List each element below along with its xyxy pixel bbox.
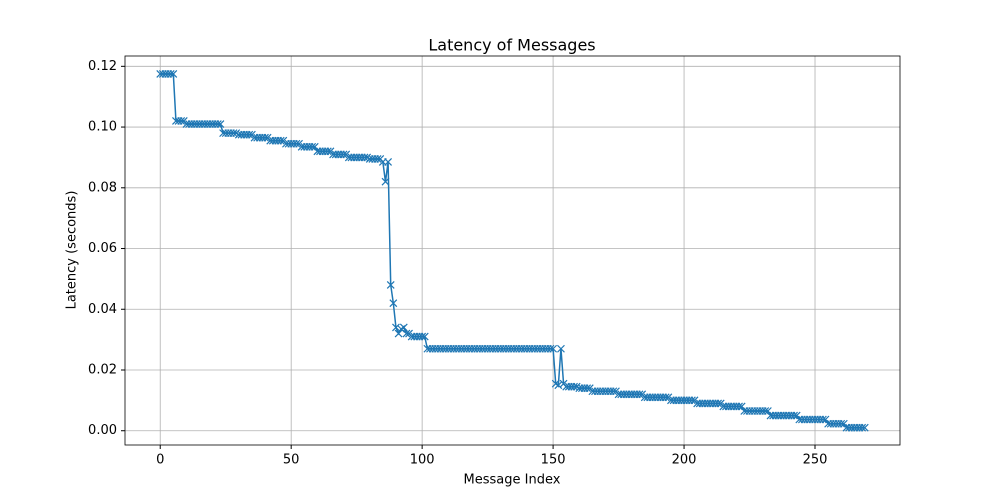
y-tick-label: 0.04 [88, 302, 117, 317]
y-tick-label: 0.00 [88, 423, 117, 438]
marker [276, 136, 285, 145]
marker [373, 155, 382, 163]
marker [420, 332, 429, 341]
x-tick-label: 0 [156, 453, 164, 468]
marker [837, 419, 846, 428]
marker [570, 382, 578, 391]
marker [339, 150, 348, 159]
marker [687, 396, 696, 405]
marker [818, 415, 827, 424]
y-axis-label: Latency (seconds) [65, 191, 80, 310]
marker [714, 399, 723, 408]
marker [418, 332, 427, 341]
plot-frame [124, 55, 901, 446]
x-tick-label: 150 [541, 453, 566, 468]
marker [792, 411, 801, 420]
marker [384, 158, 393, 166]
marker [790, 411, 798, 420]
marker [557, 344, 565, 353]
marker [546, 344, 555, 353]
marker [229, 129, 238, 138]
marker [609, 387, 618, 396]
x-tick-label: 250 [803, 453, 828, 468]
marker [402, 329, 411, 338]
marker [169, 69, 178, 78]
marker [860, 423, 869, 432]
marker [549, 344, 558, 353]
y-tick-label: 0.02 [88, 362, 117, 377]
marker [323, 147, 332, 156]
marker [386, 281, 395, 289]
x-tick-label: 100 [410, 453, 435, 468]
marker [216, 120, 225, 128]
marker [245, 130, 254, 139]
y-tick-label: 0.06 [88, 241, 117, 256]
marker [635, 390, 644, 399]
y-tick-label: 0.12 [88, 59, 117, 74]
marker [839, 419, 848, 428]
marker [213, 120, 222, 128]
x-tick-label: 200 [672, 453, 697, 468]
marker [381, 177, 390, 186]
x-axis-label: Message Index [464, 473, 561, 488]
marker [177, 117, 186, 125]
marker [389, 299, 398, 308]
marker [392, 323, 400, 332]
marker [858, 423, 867, 432]
marker [661, 393, 670, 402]
marker [292, 139, 301, 148]
chart-title: Latency of Messages [428, 36, 595, 55]
marker [360, 153, 369, 162]
marker [821, 415, 830, 424]
y-tick-label: 0.08 [88, 180, 117, 195]
x-tick-label: 50 [283, 453, 300, 468]
marker [261, 133, 269, 142]
marker [554, 381, 563, 390]
marker [583, 384, 592, 393]
marker [166, 69, 175, 78]
y-tick-label: 0.10 [88, 120, 117, 135]
